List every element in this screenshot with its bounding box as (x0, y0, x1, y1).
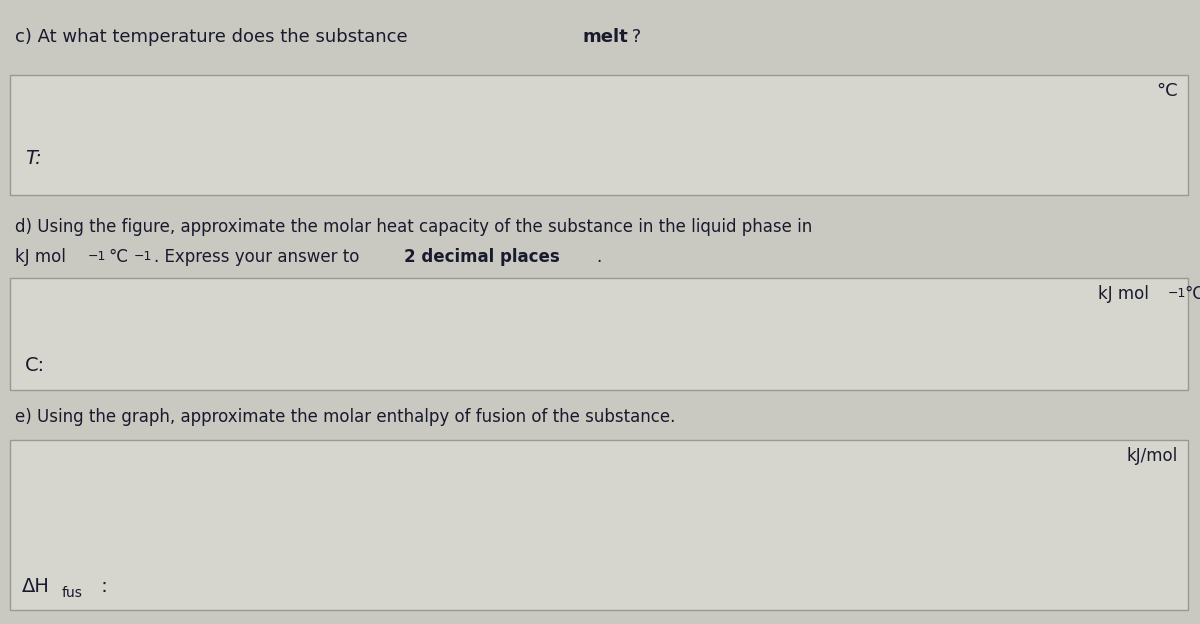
Text: −1: −1 (88, 250, 107, 263)
Text: fus: fus (62, 586, 83, 600)
Text: .: . (596, 248, 601, 266)
Text: −1: −1 (134, 250, 152, 263)
Text: . Express your answer to: . Express your answer to (154, 248, 365, 266)
Bar (10, 75, 1188, 195)
Text: d) Using the figure, approximate the molar heat capacity of the substance in the: d) Using the figure, approximate the mol… (14, 218, 812, 236)
Text: °C: °C (1184, 285, 1200, 303)
Text: kJ mol: kJ mol (1098, 285, 1148, 303)
Text: melt: melt (582, 28, 628, 46)
Bar (10, 440, 1188, 610)
Bar (10, 278, 1188, 390)
Text: C:: C: (25, 356, 46, 375)
Text: kJ/mol: kJ/mol (1127, 447, 1178, 465)
Text: e) Using the graph, approximate the molar enthalpy of fusion of the substance.: e) Using the graph, approximate the mola… (14, 408, 676, 426)
Text: °C: °C (1157, 82, 1178, 100)
Text: c) At what temperature does the substance: c) At what temperature does the substanc… (14, 28, 413, 46)
Text: T:: T: (25, 149, 42, 168)
Text: :: : (95, 577, 108, 596)
Text: ΔH: ΔH (22, 577, 50, 596)
Text: 2 decimal places: 2 decimal places (404, 248, 559, 266)
Text: −1: −1 (1168, 287, 1187, 300)
Text: °C: °C (108, 248, 128, 266)
Text: ?: ? (626, 28, 641, 46)
Text: kJ mol: kJ mol (14, 248, 66, 266)
